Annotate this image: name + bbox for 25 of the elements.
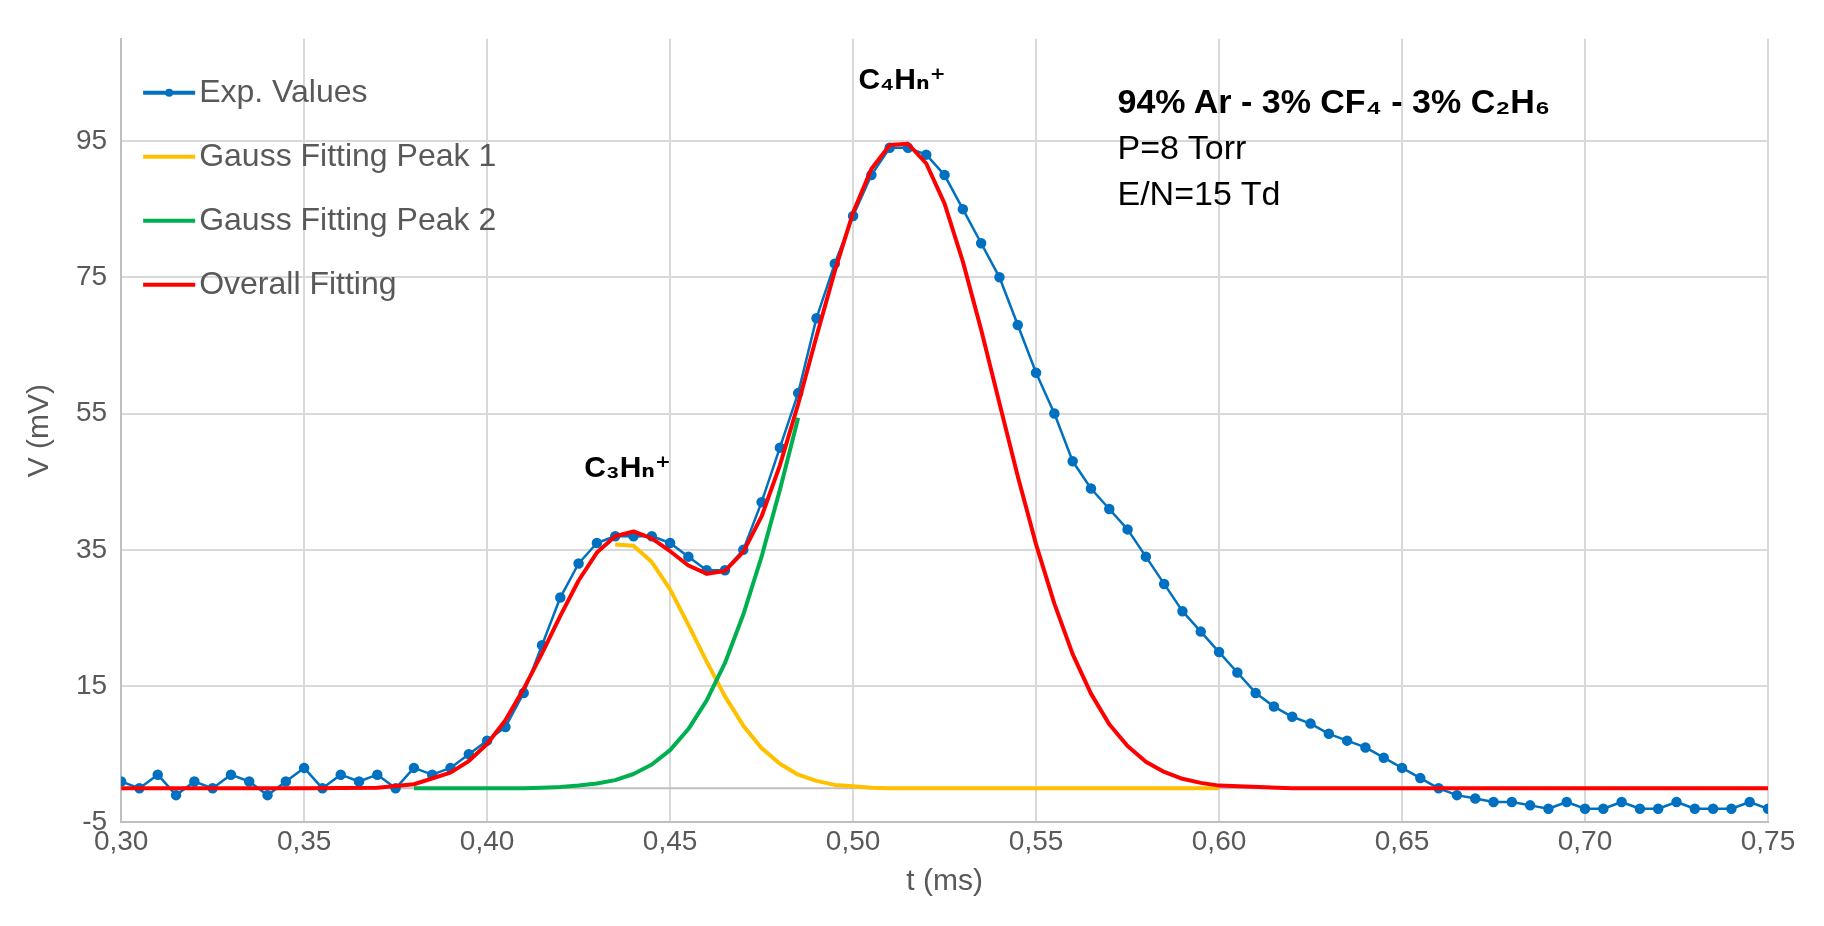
x-tick-label: 0,40 xyxy=(459,824,515,856)
x-tick-label: 0,45 xyxy=(642,824,698,856)
annotation: E/N=15 Td xyxy=(1117,174,1281,213)
y-tick-label: 35 xyxy=(75,532,108,564)
y-axis-title: V (mV) xyxy=(21,383,55,478)
y-tick-label: 55 xyxy=(75,396,108,428)
y-tick-label: 15 xyxy=(75,668,108,700)
x-tick-label: 0,50 xyxy=(825,824,881,856)
annotation: 94% Ar - 3% CF₄ - 3% C₂H₆ xyxy=(1117,82,1551,121)
annotation: C₃Hₙ⁺ xyxy=(584,449,671,483)
annotation: C₄Hₙ⁺ xyxy=(858,62,946,95)
legend-label: Exp. Values xyxy=(199,72,368,109)
legend-label: Overall Fitting xyxy=(199,264,397,301)
x-axis-title: t (ms) xyxy=(906,863,983,897)
x-tick-label: 0,75 xyxy=(1740,824,1796,856)
legend-label: Gauss Fitting Peak 1 xyxy=(199,136,497,173)
x-tick-label: 0,65 xyxy=(1374,824,1430,856)
annotation: P=8 Torr xyxy=(1117,128,1247,167)
legend-label: Gauss Fitting Peak 2 xyxy=(199,200,497,237)
x-tick-label: 0,55 xyxy=(1008,824,1064,856)
y-tick-label: 95 xyxy=(75,123,108,155)
x-tick-label: 0,70 xyxy=(1557,824,1613,856)
y-tick-label: 75 xyxy=(75,260,108,292)
x-tick-label: 0,35 xyxy=(276,824,332,856)
x-tick-label: 0,60 xyxy=(1191,824,1247,856)
